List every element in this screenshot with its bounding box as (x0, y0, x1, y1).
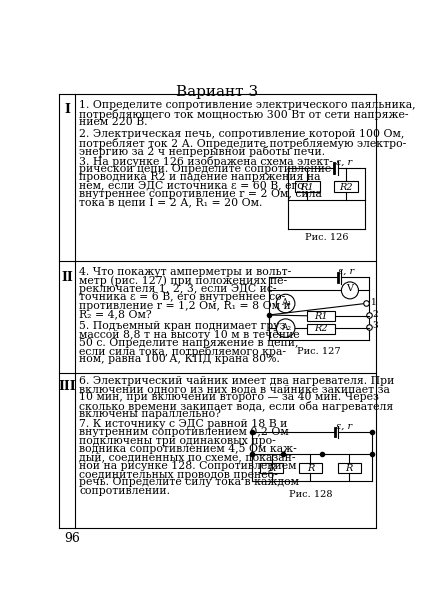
Text: R: R (307, 464, 314, 473)
Text: энергию за 2 ч непрерывной работы печи.: энергию за 2 ч непрерывной работы печи. (79, 146, 326, 157)
Text: противление r = 1,2 Ом, R₁ = 8 Ом и: противление r = 1,2 Ом, R₁ = 8 Ом и (79, 301, 291, 310)
Text: Вариант 3: Вариант 3 (176, 85, 258, 99)
Text: точника ε = 6 В, его внутреннее со-: точника ε = 6 В, его внутреннее со- (79, 292, 286, 302)
Text: соединительных проводов пренеб-: соединительных проводов пренеб- (79, 469, 278, 480)
Text: массой 8,8 т на высоту 10 м в течение: массой 8,8 т на высоту 10 м в течение (79, 330, 300, 339)
Text: речь. Определите силу тока в каждом: речь. Определите силу тока в каждом (79, 477, 300, 487)
Text: включены параллельно?: включены параллельно? (79, 409, 221, 419)
Bar (260, 463, 283, 473)
Text: 1: 1 (371, 298, 377, 307)
Text: 6. Электрический чайник имеет два нагревателя. При: 6. Электрический чайник имеет два нагрев… (79, 376, 395, 386)
Text: R1: R1 (300, 182, 314, 191)
Text: A₁: A₁ (280, 298, 291, 307)
Text: ε, r: ε, r (336, 422, 352, 431)
Text: III: III (58, 381, 76, 393)
Text: R2: R2 (314, 324, 328, 333)
Text: 2. Электрическая печь, сопротивление которой 100 Ом,: 2. Электрическая печь, сопротивление кот… (79, 129, 405, 140)
Text: сопротивлении.: сопротивлении. (79, 486, 170, 495)
Text: рической цепи. Определите сопротивление: рической цепи. Определите сопротивление (79, 164, 332, 174)
Text: Рис. 128: Рис. 128 (289, 490, 332, 499)
Text: 96: 96 (64, 532, 80, 545)
Text: проводника R2 и падение напряжения на: проводника R2 и падение напряжения на (79, 172, 321, 182)
Text: Рис. 126: Рис. 126 (305, 233, 348, 242)
Bar (334, 181, 358, 192)
Text: 10 мин, при включении второго — за 40 мин. Через: 10 мин, при включении второго — за 40 ми… (79, 393, 380, 402)
Text: нем, если ЭДС источника ε = 60 В, его: нем, если ЭДС источника ε = 60 В, его (79, 181, 304, 191)
Text: R: R (268, 464, 275, 473)
Text: 5. Подъемный кран поднимает груз: 5. Подъемный кран поднимает груз (79, 321, 286, 331)
Text: тока в цепи I = 2 А, R₁ = 20 Ом.: тока в цепи I = 2 А, R₁ = 20 Ом. (79, 198, 263, 207)
Text: потребляет ток 2 А. Определите потребляемую электро-: потребляет ток 2 А. Определите потребляе… (79, 138, 407, 149)
Text: V: V (346, 284, 354, 294)
Text: I: I (64, 103, 70, 117)
Text: ной на рисунке 128. Сопротивлением: ной на рисунке 128. Сопротивлением (79, 461, 297, 471)
Text: водника сопротивлением 4,5 Ом каж-: водника сопротивлением 4,5 Ом каж- (79, 444, 297, 454)
Bar (307, 324, 335, 333)
Text: ном, равна 100 А, КПД крана 80%.: ном, равна 100 А, КПД крана 80%. (79, 355, 280, 364)
Text: II: II (61, 271, 73, 284)
Text: 4. Что покажут амперметры и вольт-: 4. Что покажут амперметры и вольт- (79, 268, 292, 277)
Text: реключателя 1, 2, 3, если ЭДС ис-: реключателя 1, 2, 3, если ЭДС ис- (79, 284, 277, 294)
Text: потребляющего ток мощностью 300 Вт от сети напряже-: потребляющего ток мощностью 300 Вт от се… (79, 109, 409, 120)
Text: нием 220 В.: нием 220 В. (79, 117, 148, 127)
Text: A₂: A₂ (280, 323, 291, 332)
Text: R: R (346, 464, 353, 473)
Text: R2: R2 (339, 182, 353, 191)
Text: 3: 3 (372, 321, 378, 330)
Text: 3. На рисунке 126 изображена схема элект-: 3. На рисунке 126 изображена схема элект… (79, 156, 333, 167)
Text: если сила тока, потребляемого кра-: если сила тока, потребляемого кра- (79, 346, 286, 357)
Text: 7. К источнику с ЭДС равной 18 В и: 7. К источнику с ЭДС равной 18 В и (79, 419, 288, 429)
Text: подключены три одинаковых про-: подключены три одинаковых про- (79, 435, 276, 446)
Text: внутреннее сопротивление r = 2 Ом, сила: внутреннее сопротивление r = 2 Ом, сила (79, 189, 322, 199)
Bar (307, 311, 335, 321)
Text: R₂ = 4,8 Ом?: R₂ = 4,8 Ом? (79, 309, 152, 319)
Text: 1. Определите сопротивление электрического паяльника,: 1. Определите сопротивление электрическо… (79, 100, 416, 110)
Text: ε, r: ε, r (336, 157, 352, 166)
Text: включении одного из них вода в чайнике закипает за: включении одного из них вода в чайнике з… (79, 384, 390, 394)
Text: 50 с. Определите напряжение в цепи,: 50 с. Определите напряжение в цепи, (79, 338, 299, 348)
Text: дый, соединенных по схеме, показан-: дый, соединенных по схеме, показан- (79, 452, 296, 462)
Text: Рис. 127: Рис. 127 (297, 347, 341, 356)
Bar (295, 181, 320, 192)
Text: метр (рис. 127) при положениях пе-: метр (рис. 127) при положениях пе- (79, 275, 288, 286)
Text: 2: 2 (372, 310, 378, 319)
Text: R1: R1 (314, 312, 328, 321)
Bar (337, 463, 361, 473)
Text: внутренним сопротивлением 0,2 Ом: внутренним сопротивлением 0,2 Ом (79, 427, 289, 437)
Text: сколько времени закипает вода, если оба нагревателя: сколько времени закипает вода, если оба … (79, 401, 394, 412)
Text: ε, r: ε, r (338, 266, 354, 275)
Bar (299, 463, 322, 473)
